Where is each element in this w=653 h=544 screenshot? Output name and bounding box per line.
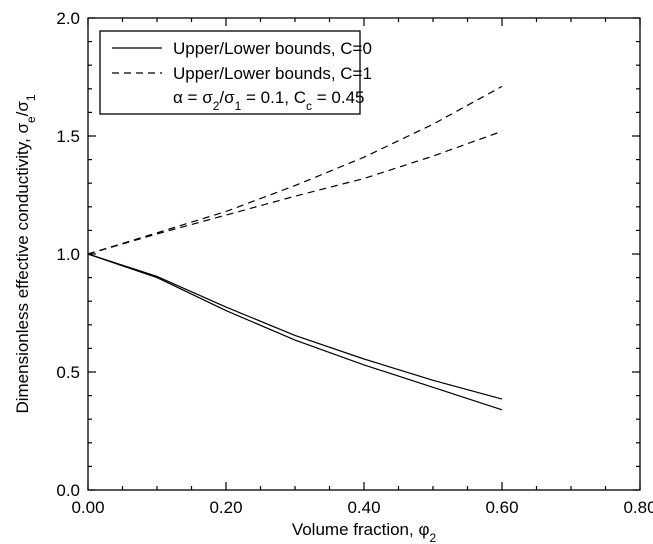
- y-axis-title-main: Dimensionless effective conductivity, σ: [13, 123, 32, 414]
- annotation-part-2: /σ: [219, 88, 235, 107]
- y-axis-title-slash-sigma: /σ: [13, 101, 32, 117]
- annotation-part-5: c: [306, 99, 312, 113]
- legend-label-c0: Upper/Lower bounds, C=0: [173, 39, 372, 58]
- x-tick-label: 0.60: [485, 498, 518, 517]
- series-line-2: [87, 253, 503, 411]
- y-axis-title: Dimensionless effective conductivity, σe…: [13, 94, 38, 413]
- annotation-part-0: α = σ: [173, 88, 213, 107]
- y-tick-label: 1.5: [56, 127, 80, 146]
- y-tick-label: 0.0: [56, 481, 80, 500]
- x-tick-label: 0.20: [209, 498, 242, 517]
- x-tick-label: 0.40: [347, 498, 380, 517]
- series-line-3: [87, 85, 503, 255]
- series-layer: [87, 85, 503, 411]
- x-axis-title-subscript: 2: [429, 531, 436, 544]
- series-line-1: [87, 253, 503, 400]
- ticks-layer: 0.00 0.20 0.40 0.60 0.80 0.0 0.5 1.0 1.5 2.0: [56, 9, 653, 517]
- annotation-part-1: 2: [213, 99, 220, 113]
- x-axis-title: Volume fraction, φ2: [292, 520, 437, 544]
- legend-box: [99, 30, 361, 115]
- annotation-part-4: = 0.1, C: [241, 88, 306, 107]
- x-tick-label: 0.00: [71, 498, 104, 517]
- x-axis-title-main: Volume fraction, φ: [292, 520, 430, 539]
- legend-label-c1: Upper/Lower bounds, C=1: [173, 64, 372, 83]
- y-tick-label: 0.5: [56, 363, 80, 382]
- series-line-4: [87, 130, 503, 255]
- legend-annotation: α = σ2/σ1 = 0.1, Cc = 0.45: [173, 88, 365, 113]
- annotation-part-6: = 0.45: [312, 88, 364, 107]
- y-tick-label: 2.0: [56, 9, 80, 28]
- y-axis-title-sub-e: e: [24, 116, 38, 123]
- y-axis-title-sub-1: 1: [24, 94, 38, 101]
- annotation-part-3: 1: [235, 99, 242, 113]
- legend: Upper/Lower bounds, C=0 Upper/Lower boun…: [99, 30, 372, 115]
- y-tick-label: 1.0: [56, 245, 80, 264]
- x-tick-label: 0.80: [623, 498, 653, 517]
